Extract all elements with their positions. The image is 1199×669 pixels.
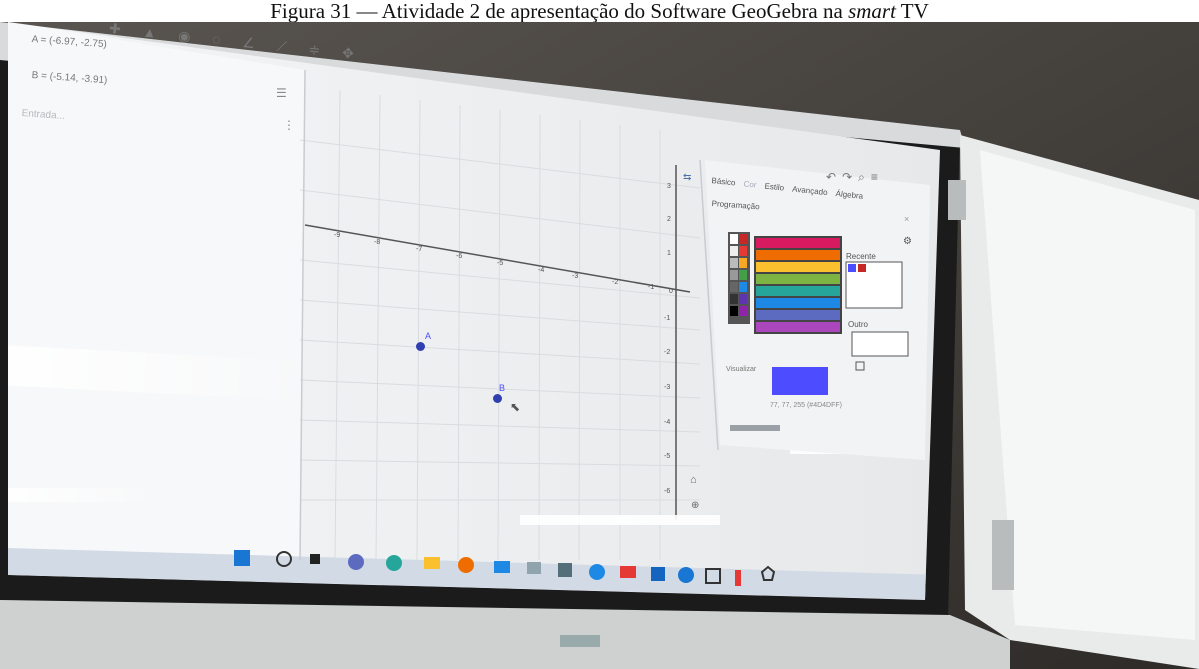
gear-icon[interactable]: ⚙: [903, 236, 912, 247]
tab-style[interactable]: Estilo: [764, 181, 785, 193]
glare-center: [520, 515, 720, 525]
tab-color[interactable]: Cor: [743, 179, 757, 190]
close-panel-icon[interactable]: ×: [904, 214, 910, 224]
caption-suffix: TV: [895, 0, 929, 22]
glare-left: [8, 345, 310, 402]
preview-label: Visualizar: [726, 366, 757, 373]
edge-icon: [386, 555, 402, 571]
taskbar-icons[interactable]: [234, 550, 776, 586]
graphics-grid: [299, 89, 701, 561]
youtube-icon: [620, 566, 636, 578]
redo-icon[interactable]: ↷: [842, 170, 859, 184]
whiteboard-frame: [0, 600, 1010, 669]
explorer-icon: [424, 557, 440, 569]
top-right-toolbar: ↶↷⌕≡: [826, 170, 884, 185]
recent-swatches[interactable]: [845, 261, 903, 309]
caption-italic: smart: [848, 0, 896, 22]
app-icon: [705, 568, 721, 584]
add-color-button[interactable]: [855, 361, 865, 371]
view-divider: [299, 69, 306, 561]
ellipse-tool-icon[interactable]: ◌: [211, 30, 244, 50]
slider-tool-icon[interactable]: ≑: [307, 40, 343, 61]
mail-icon: [494, 561, 510, 573]
angle-tool-icon[interactable]: ∠: [241, 34, 278, 54]
menu-icon[interactable]: ≡: [870, 170, 884, 184]
hinge-top: [948, 180, 966, 220]
algebra-menu-icon[interactable]: ☰: [276, 86, 287, 100]
geogebra-taskbar-icon: [760, 565, 776, 581]
search-icon: [276, 551, 292, 567]
panel-divider: [699, 159, 719, 451]
facebook-icon: [678, 567, 694, 583]
windows-start-icon: [234, 550, 250, 566]
polygon-tool-icon[interactable]: ▲: [141, 23, 180, 44]
frame-handle: [560, 635, 600, 647]
chat-icon: [348, 554, 364, 570]
color-value: 77, 77, 255 (#4D4DFF): [770, 402, 842, 409]
task-view-icon: [310, 554, 320, 564]
move-view-tool-icon[interactable]: ✥: [341, 44, 377, 64]
color-palette[interactable]: [728, 232, 842, 334]
circle-tool-icon[interactable]: ◉: [177, 27, 214, 47]
home-icon[interactable]: ⌂: [690, 474, 697, 486]
other-label: Outro: [848, 320, 869, 329]
calculator-icon: [558, 563, 572, 577]
line-tool-icon[interactable]: ✚: [108, 20, 144, 40]
netflix-icon: [735, 570, 741, 586]
transparency-slider[interactable]: [730, 425, 780, 431]
undo-icon[interactable]: ↶: [826, 170, 843, 184]
figure-caption: Figura 31 — Atividade 2 de apresentação …: [0, 0, 1199, 22]
store-icon: [527, 562, 541, 574]
point-b[interactable]: [493, 394, 502, 403]
point-a[interactable]: [416, 342, 425, 351]
point-a-label: A: [425, 331, 432, 341]
recent-label: Recente: [846, 252, 876, 261]
reflect-tool-icon[interactable]: ⟋: [276, 37, 310, 57]
teams-icon: [651, 567, 665, 581]
color-preview-swatch: [772, 367, 828, 395]
style-bar-toggle-icon[interactable]: ⇆: [683, 172, 692, 183]
glare-left-2: [8, 488, 160, 502]
hinge-bottom: [992, 520, 1014, 590]
browser-icon: [589, 564, 605, 580]
zoom-icon[interactable]: ⊕: [691, 500, 700, 511]
frame-top: [0, 22, 965, 148]
point-b-label: B: [499, 383, 506, 393]
search-icon[interactable]: ⌕: [858, 170, 871, 184]
firefox-icon: [458, 557, 474, 573]
other-swatches[interactable]: [851, 331, 909, 357]
x-axis: [304, 224, 691, 293]
caption-prefix: Figura 31 — Atividade 2 de apresentação …: [270, 0, 849, 22]
algebra-more-icon[interactable]: ⋮: [283, 118, 295, 132]
cabinet-door-panel: [980, 150, 1195, 640]
mouse-cursor-icon: ⬉: [510, 400, 521, 414]
algebra-view: [8, 22, 305, 560]
